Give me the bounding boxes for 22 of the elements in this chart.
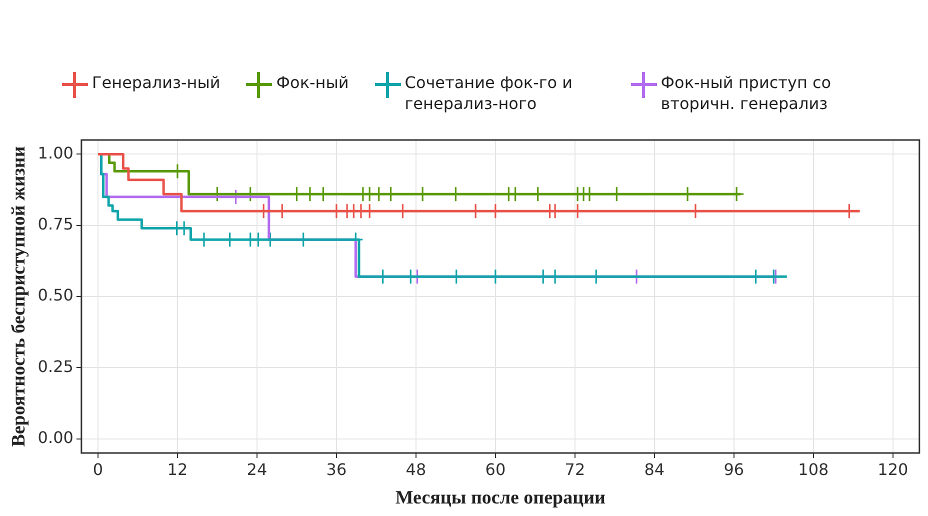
legend-label: Фок-ный xyxy=(276,72,349,93)
y-tick-label: 0.75 xyxy=(38,214,74,234)
legend-label: Генерализ-ный xyxy=(92,72,220,93)
y-tick-label: 0.50 xyxy=(38,286,74,305)
y-tick-label: 1.00 xyxy=(38,143,74,162)
x-tick-label: 84 xyxy=(644,460,665,479)
x-tick-label: 12 xyxy=(167,460,188,479)
x-tick-label: 0 xyxy=(92,460,104,479)
y-axis-title: Вероятность бесприступной жизни xyxy=(8,146,30,447)
y-tick-label: 0.25 xyxy=(38,356,74,376)
x-tick-label: 96 xyxy=(724,460,744,479)
y-tick-label: 0.00 xyxy=(38,428,74,447)
x-tick-label: 72 xyxy=(564,460,586,479)
x-axis-title: Месяцы после операции xyxy=(395,488,606,509)
x-tick-label: 24 xyxy=(246,460,268,479)
legend-label: Сочетание фок-го и генерализ-ного xyxy=(404,72,574,114)
x-tick-label: 108 xyxy=(798,460,829,479)
x-tick-label: 60 xyxy=(485,460,506,479)
x-tick-label: 48 xyxy=(406,460,426,479)
legend-label: Фок-ный приступ со вторичн. генерализ xyxy=(660,72,832,114)
x-tick-label: 36 xyxy=(326,460,347,479)
x-tick-label: 120 xyxy=(878,460,908,479)
